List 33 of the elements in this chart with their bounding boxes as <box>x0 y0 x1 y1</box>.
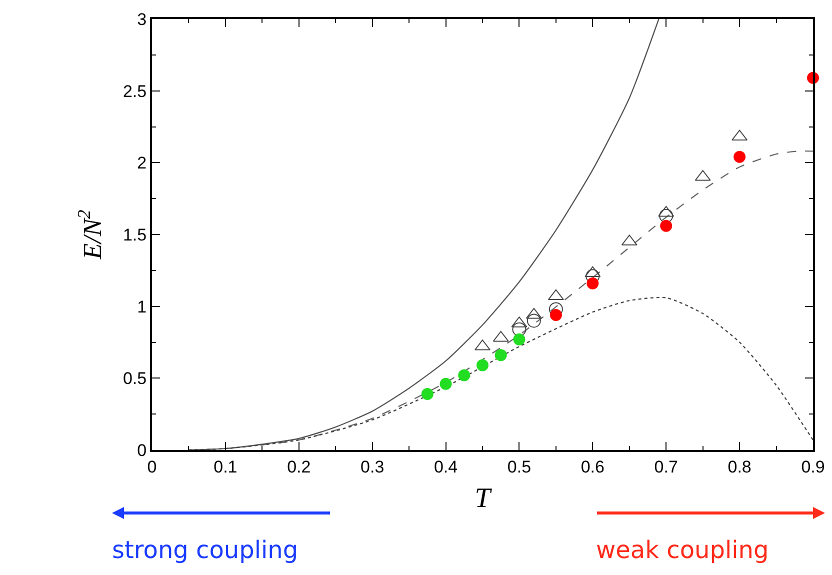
x-tick-label: 0.7 <box>654 457 678 476</box>
point <box>440 378 452 390</box>
point <box>734 150 746 163</box>
y-tick-label: 3 <box>137 10 147 29</box>
x-axis-title: T <box>474 483 493 514</box>
y-tick-label: 1.5 <box>122 225 147 244</box>
y-tick-label: 2 <box>137 154 147 173</box>
point <box>476 359 488 372</box>
x-tick-label: 0.1 <box>214 457 238 476</box>
point <box>458 369 470 382</box>
point <box>494 349 507 362</box>
text: strong coupling <box>112 536 298 564</box>
x-tick-label: 0.3 <box>360 457 384 476</box>
x-tick-label: 0.5 <box>507 457 532 476</box>
x-tick-label: 0.6 <box>580 457 604 476</box>
point <box>526 314 541 328</box>
text: weak coupling <box>596 536 769 564</box>
point <box>421 388 434 400</box>
y-tick-label: 0.5 <box>122 369 147 388</box>
point <box>550 308 562 321</box>
x-tick-label: 0.4 <box>434 457 458 476</box>
x-tick-label: 0.8 <box>728 457 752 476</box>
y-tick-label: 0 <box>137 440 147 460</box>
point <box>512 322 526 336</box>
point <box>586 277 599 290</box>
line-series <box>188 296 813 450</box>
point <box>659 208 674 223</box>
point <box>660 220 672 232</box>
y-tick-label: 1 <box>137 297 147 316</box>
x-tick-label: 0.9 <box>801 457 825 476</box>
y-tick-label: 2.5 <box>122 82 147 101</box>
x-tick-label: 0.2 <box>287 457 311 476</box>
point <box>513 333 526 346</box>
